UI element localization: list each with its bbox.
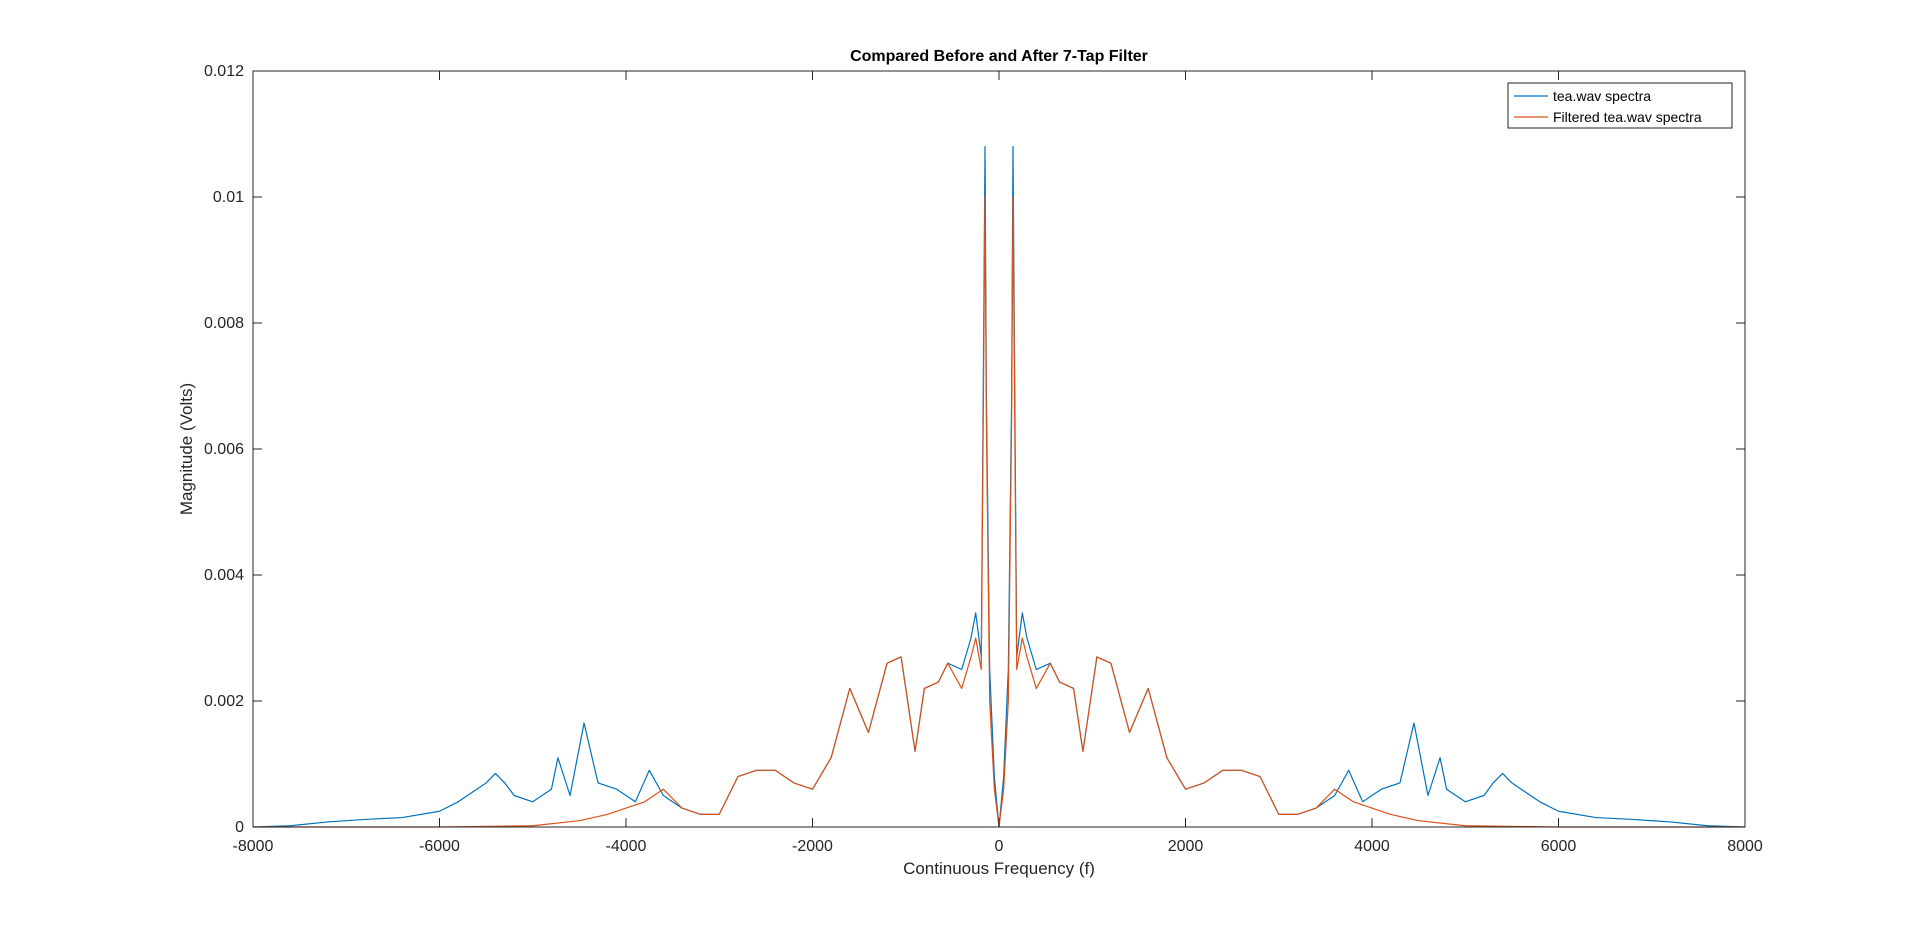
x-tick-label: -4000 (606, 838, 647, 855)
y-tick-label: 0.006 (204, 441, 244, 458)
x-tick-label: 2000 (1168, 838, 1204, 855)
x-tick-label: 4000 (1354, 838, 1390, 855)
y-axis-label: Magnitude (Volts) (177, 383, 196, 515)
y-tick-label: 0.004 (204, 567, 244, 584)
legend-label-tea-wav-spectra: tea.wav spectra (1553, 88, 1651, 104)
x-tick-label: -2000 (792, 838, 833, 855)
legend-box (1507, 82, 1733, 129)
x-tick-label: -8000 (233, 838, 274, 855)
x-tick-label: 6000 (1541, 838, 1577, 855)
x-tick-label: 8000 (1727, 838, 1763, 855)
y-tick-labels: 0 0.002 0.004 0.006 0.008 0.01 0.012 (204, 63, 244, 836)
y-tick-label: 0.01 (213, 189, 244, 206)
x-tick-label: -6000 (419, 838, 460, 855)
y-tick-label: 0 (235, 819, 244, 836)
x-axis-label: Continuous Frequency (f) (903, 859, 1095, 878)
legend-label-filtered-tea-wav-spectra: Filtered tea.wav spectra (1553, 109, 1702, 125)
chart-title: Compared Before and After 7-Tap Filter (850, 48, 1148, 65)
y-tick-label: 0.008 (204, 315, 244, 332)
plot-area (253, 71, 1745, 827)
plot-frame (252, 70, 1746, 828)
legend: tea.wav spectra Filtered tea.wav spectra (1507, 82, 1733, 129)
y-tick-label: 0.012 (204, 63, 244, 80)
y-tick-label: 0.002 (204, 693, 244, 710)
x-tick-label: 0 (995, 838, 1004, 855)
x-tick-labels: -8000 -6000 -4000 -2000 0 2000 4000 6000 8000 (233, 838, 1763, 855)
